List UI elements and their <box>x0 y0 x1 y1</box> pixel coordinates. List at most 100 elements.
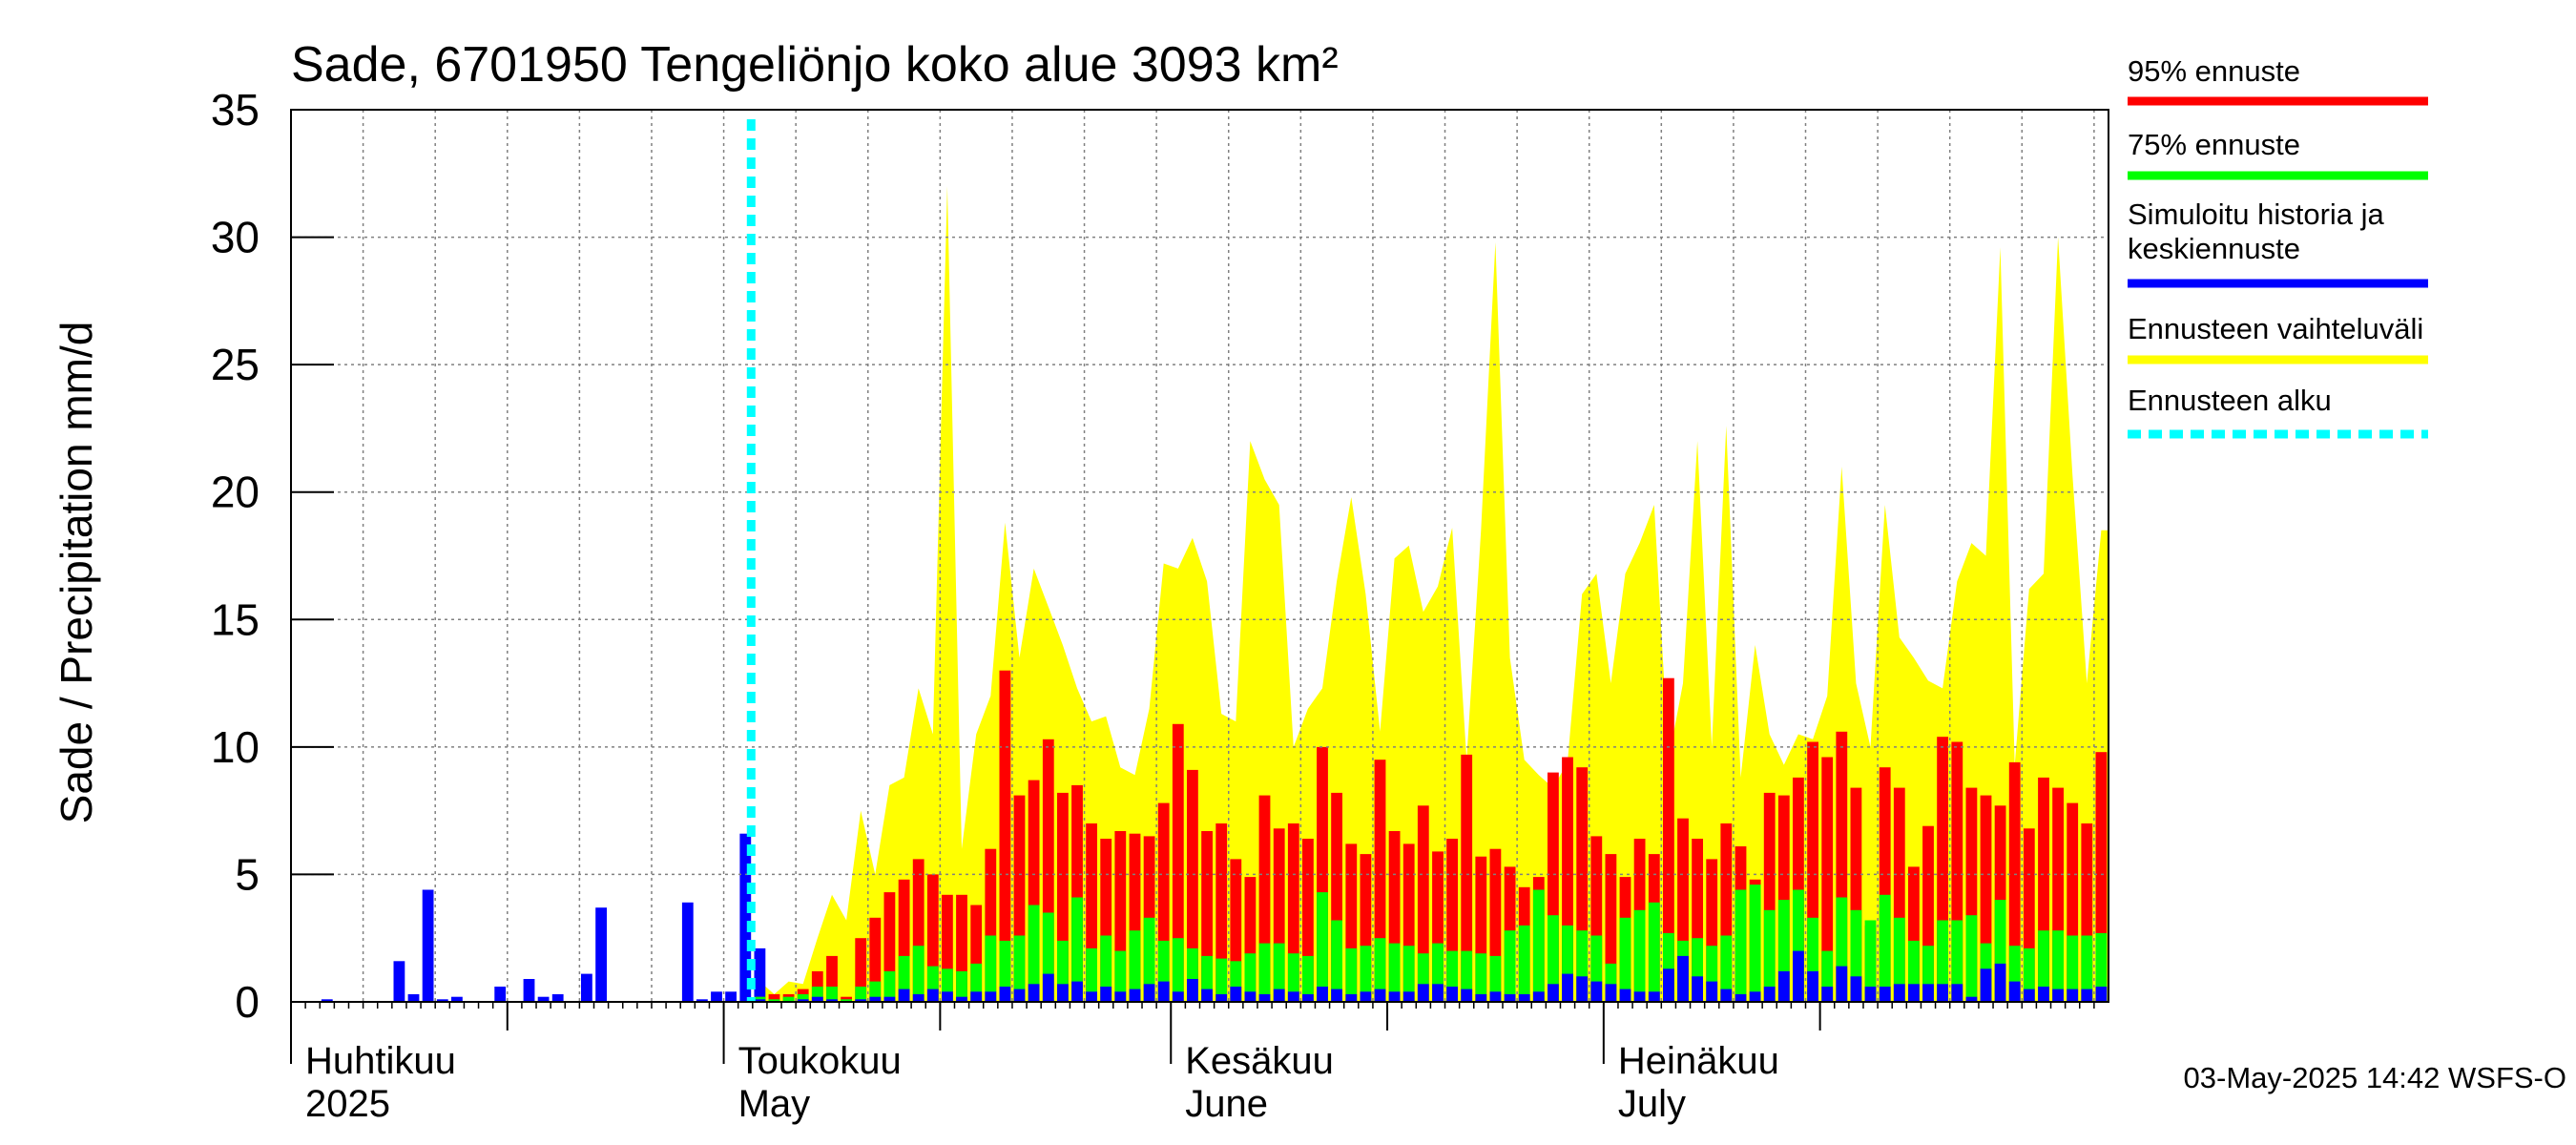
p75-bar <box>926 966 939 1002</box>
p75-bar <box>1793 889 1804 1002</box>
p75-bar <box>1864 920 1877 1002</box>
p75-bar <box>1331 920 1342 1002</box>
p95-bar <box>1258 795 1271 1002</box>
p95-bar <box>942 894 953 1002</box>
p75-bar <box>1143 917 1155 1002</box>
y-tick-label: 20 <box>211 468 260 517</box>
mean-bar <box>1475 994 1487 1002</box>
p75-bar <box>970 963 983 1002</box>
p95-bar <box>2008 761 2021 1002</box>
mean-bar <box>1677 955 1689 1002</box>
mean-bar <box>1807 970 1818 1002</box>
mean-bar <box>1461 989 1473 1002</box>
p95-bar <box>1922 825 1934 1002</box>
p75-bar <box>1489 955 1502 1002</box>
p95-bar <box>1879 767 1891 1002</box>
p75-bar <box>1446 950 1458 1002</box>
history-bar <box>494 987 507 1002</box>
p95-bar <box>1446 839 1458 1002</box>
mean-bar <box>1057 984 1069 1002</box>
mean-bar <box>999 987 1011 1002</box>
p95-bar <box>985 848 997 1002</box>
history-bar <box>711 991 722 1002</box>
p95-bar <box>1663 677 1674 1002</box>
p95-bar <box>1345 843 1358 1002</box>
p75-bar <box>1129 930 1141 1002</box>
mean-bar <box>1388 991 1401 1002</box>
p75-bar <box>2008 946 2021 1002</box>
mean-bar <box>1129 989 1141 1002</box>
p75-bar <box>1908 940 1920 1002</box>
p75-bar <box>1532 889 1545 1002</box>
y-tick-label: 15 <box>211 594 260 644</box>
mean-bar <box>2067 989 2079 1002</box>
p95-bar <box>1777 795 1790 1002</box>
p75-bar <box>1013 935 1026 1002</box>
x-month-label-en: 2025 <box>305 1083 390 1125</box>
x-month-label-en: May <box>738 1083 811 1125</box>
p95-bar <box>826 955 838 1002</box>
p95-bar <box>1215 823 1228 1002</box>
mean-bar <box>754 999 766 1002</box>
mean-bar <box>1086 991 1097 1002</box>
history-bar <box>754 947 766 1002</box>
y-tick-label: 35 <box>211 85 260 135</box>
mean-bar <box>1100 987 1112 1002</box>
p95-bar <box>1172 723 1184 1002</box>
p75-bar <box>883 970 896 1002</box>
p95-bar <box>956 894 967 1002</box>
mean-bar <box>2008 981 2021 1002</box>
p75-bar <box>1562 925 1573 1002</box>
history-bar <box>451 996 463 1002</box>
mean-bar <box>1590 981 1603 1002</box>
p75-bar <box>811 987 823 1002</box>
p75-bar <box>942 968 953 1002</box>
mean-bar <box>1893 984 1905 1002</box>
history-bar <box>523 979 535 1002</box>
mean-bar <box>1605 984 1617 1002</box>
mean-bar <box>970 991 983 1002</box>
p75-bar <box>1287 953 1299 1002</box>
p75-bar <box>1720 935 1733 1002</box>
p75-bar <box>1215 958 1228 1002</box>
mean-bar <box>1965 996 1978 1002</box>
mean-bar <box>1777 970 1790 1002</box>
mean-bar <box>1317 987 1328 1002</box>
mean-bar <box>1633 991 1646 1002</box>
mean-bar <box>1562 973 1573 1002</box>
mean-bar <box>1980 968 1992 1002</box>
p75-bar <box>1749 885 1761 1002</box>
p75-bar <box>1518 925 1530 1002</box>
mean-bar <box>1548 984 1559 1002</box>
legend-label: Simuloitu historia ja <box>2128 198 2385 231</box>
p75-bar <box>1172 938 1184 1002</box>
p75-bar <box>1086 947 1097 1002</box>
p75-bar <box>2023 947 2035 1002</box>
mean-bar <box>956 996 967 1002</box>
p95-bar <box>1388 831 1401 1002</box>
p95-bar <box>1763 792 1776 1002</box>
p75-bar <box>841 999 852 1002</box>
history-bar <box>321 999 333 1002</box>
p75-bar <box>898 955 910 1002</box>
bar-series <box>321 670 2108 1002</box>
p75-bar <box>1071 897 1083 1002</box>
p75-bar <box>1879 894 1891 1002</box>
p95-bar <box>2067 802 2079 1002</box>
p95-bar <box>1677 818 1689 1002</box>
mean-bar <box>2095 987 2108 1002</box>
mean-bar <box>1908 984 1920 1002</box>
mean-bar <box>1836 966 1848 1002</box>
p95-bar <box>1432 851 1444 1002</box>
p75-bar <box>1692 938 1703 1002</box>
mean-bar <box>1042 973 1054 1002</box>
x-month-label-fi: Huhtikuu <box>305 1040 456 1082</box>
p75-bar <box>1273 943 1285 1002</box>
p75-bar <box>1504 930 1516 1002</box>
p75-bar <box>1893 917 1905 1002</box>
history-bar <box>436 999 448 1002</box>
p95-bar <box>1057 792 1069 1002</box>
mean-bar <box>1374 989 1386 1002</box>
p75-bar <box>797 994 809 1002</box>
